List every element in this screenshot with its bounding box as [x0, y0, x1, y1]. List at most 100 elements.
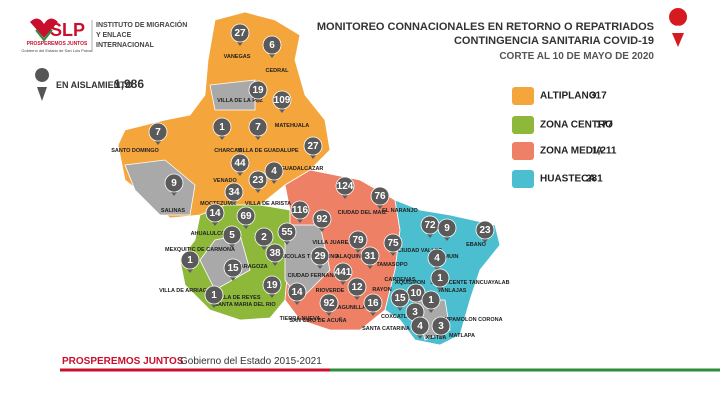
pin-marker — [370, 186, 390, 206]
pin: 1 — [204, 285, 224, 308]
pin-count: 4 — [434, 253, 440, 264]
pin-count: 27 — [234, 28, 246, 39]
pin-marker — [223, 258, 243, 278]
legend-swatch — [512, 142, 534, 160]
place-name: CIUDAD VALLES — [398, 248, 443, 254]
pin-marker — [437, 218, 457, 238]
pin-count: 3 — [438, 321, 444, 332]
pin: 27 — [303, 136, 323, 159]
pin: 69 — [236, 206, 256, 229]
pin-count: 7 — [255, 122, 261, 133]
pin-count: 5 — [229, 230, 235, 241]
pin: 4 — [264, 161, 284, 184]
place-name: MEXQUITIC DE CARMONA — [165, 247, 235, 253]
place-name: AQUISMON — [395, 280, 425, 286]
pin-count: 55 — [281, 227, 293, 238]
legend-swatch — [512, 87, 534, 105]
location-icon — [669, 8, 688, 48]
pin: 3 — [431, 316, 451, 339]
pin-count: 92 — [316, 214, 328, 225]
place-name: VILLA DE REYES — [215, 295, 260, 301]
place-name: AHUALULCO — [191, 231, 227, 237]
isolation-count: 1,986 — [114, 77, 144, 91]
pin: 2 — [254, 227, 274, 250]
place-name: SAN CIRO DE ACUÑA — [289, 317, 346, 324]
place-name: VILLA DE ARISTA — [245, 201, 291, 207]
place-name: CEDRAL — [266, 68, 290, 74]
legend-value: 1,211 — [592, 146, 617, 157]
pin-count: 1 — [211, 290, 217, 301]
place-name: SANTO DOMINGO — [111, 148, 159, 154]
pin-count: 72 — [424, 220, 436, 231]
pin-marker — [421, 290, 441, 310]
pin-count: 69 — [240, 211, 252, 222]
footer-slogan: PROSPEREMOS JUNTOS — [62, 356, 184, 367]
pin-marker — [205, 203, 225, 223]
pin-marker — [410, 316, 430, 336]
pin: 4 — [410, 316, 430, 339]
place-name: RIOVERDE — [316, 288, 345, 294]
pin-count: 1 — [428, 295, 434, 306]
pin-marker — [430, 268, 450, 288]
pin: 34 — [224, 182, 244, 205]
pin-count: 16 — [367, 298, 379, 309]
place-name: ALAQUINES — [336, 254, 369, 260]
pin-count: 29 — [314, 251, 326, 262]
place-name: LAGUNILLAS — [334, 305, 370, 311]
pin: 23 — [475, 220, 495, 243]
place-name: TANLAJAS — [438, 288, 467, 294]
pin-count: 6 — [269, 40, 275, 51]
pin-marker — [475, 220, 495, 240]
pin-marker — [248, 117, 268, 137]
pin: 92 — [312, 209, 332, 232]
pin-count: 9 — [171, 178, 177, 189]
pin-count: 79 — [352, 235, 364, 246]
legend-swatch — [512, 116, 534, 134]
pin-marker — [310, 246, 330, 266]
pin-marker — [212, 117, 232, 137]
pin-marker — [236, 206, 256, 226]
pin-marker — [164, 173, 184, 193]
pin-count: 3 — [412, 307, 418, 318]
place-name: TAMUIN — [438, 254, 459, 260]
pin-marker — [427, 248, 447, 268]
place-name: MATLAPA — [449, 333, 475, 339]
logo: SLP PROSPEREMOS JUNTOS Gobierno del Esta… — [21, 18, 187, 53]
pin-marker — [230, 23, 250, 43]
pin: 124 — [335, 176, 355, 199]
pin: 92 — [319, 293, 339, 316]
pin-marker — [254, 227, 274, 247]
place-name: VILLA DE LA PAZ — [217, 98, 263, 104]
institute: Y ENLACE — [96, 32, 132, 39]
pin: 16 — [363, 293, 383, 316]
pin-icon — [35, 68, 50, 101]
place-name: CHARCAS — [214, 148, 242, 154]
pin: 7 — [248, 117, 268, 140]
pin-count: 4 — [271, 166, 277, 177]
place-name: SAN NICOLAS TOLENTINO — [267, 254, 339, 260]
pin-count: 76 — [374, 191, 386, 202]
legend-value: 177 — [596, 120, 613, 131]
pin-count: 34 — [228, 187, 240, 198]
pin-count: 15 — [227, 263, 239, 274]
pin: 1 — [430, 268, 450, 291]
pin-count: 4 — [417, 321, 423, 332]
pin-marker — [431, 316, 451, 336]
pin-marker — [224, 182, 244, 202]
place-name: ZARAGOZA — [236, 264, 267, 270]
legend-label: HUASTECA — [540, 174, 596, 185]
pin-count: 9 — [444, 223, 450, 234]
place-name: EBANO — [466, 242, 487, 248]
pin-count: 1 — [187, 255, 193, 266]
logo-text: SLP — [50, 20, 85, 40]
pin: 19 — [262, 275, 282, 298]
pin-marker — [222, 225, 242, 245]
place-name: MOCTEZUMA — [200, 201, 236, 207]
pin-count: 1 — [219, 122, 225, 133]
logo-slogan: PROSPEREMOS JUNTOS — [27, 41, 88, 47]
pin-marker — [319, 293, 339, 313]
pin-count: 14 — [209, 208, 221, 219]
legend-value: 281 — [586, 174, 603, 185]
pin-count: 441 — [335, 267, 352, 278]
